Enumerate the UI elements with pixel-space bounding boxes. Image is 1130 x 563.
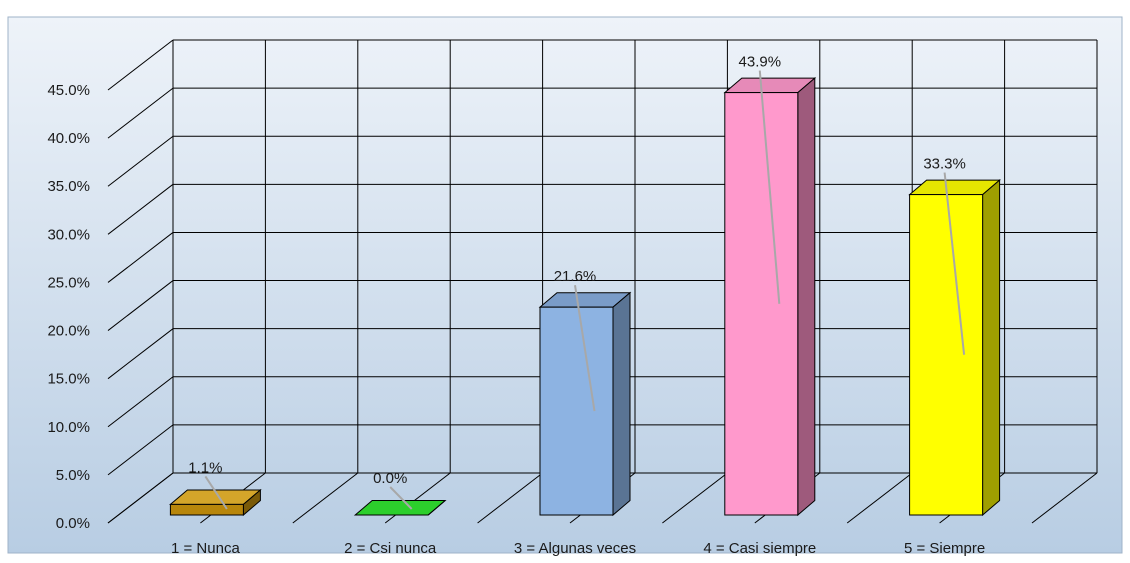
y-axis: 0.0% 5.0% 10.0% 15.0% 20.0% 25.0% 30.0% 35.0% 40… [47, 82, 90, 532]
bar [538, 291, 632, 517]
y-tick-label: 15.0% [47, 371, 90, 388]
x-category-label: 2 = Csi nunca [344, 540, 437, 557]
gridline-diagonal [107, 87, 174, 139]
gridline-diagonal [107, 39, 174, 91]
bar [169, 488, 262, 517]
y-tick-label: 25.0% [47, 274, 90, 291]
gridline-diagonal [107, 232, 174, 283]
gridline-diagonal [107, 424, 174, 476]
bar-front-face [724, 92, 799, 516]
gridline-diagonal [107, 280, 174, 331]
gridline-diagonal [107, 135, 174, 187]
bar [908, 179, 1001, 517]
bar-front-face [169, 503, 244, 516]
gridline-diagonal [107, 183, 174, 235]
gridline-diagonal [107, 328, 174, 380]
floor-gridline [846, 472, 913, 524]
floor-gridline [1031, 472, 1098, 524]
data-label-leader [574, 285, 596, 412]
data-label-leader [204, 475, 228, 510]
bars [169, 77, 1001, 517]
y-tick-label: 30.0% [47, 226, 90, 243]
bar-side-face [612, 291, 631, 517]
data-label: 1.1% [188, 459, 222, 476]
x-category-label: 4 = Casi siempre [703, 540, 816, 557]
bar-side-face [427, 500, 446, 516]
bar-side-face [797, 77, 816, 517]
floor-gridline [107, 472, 174, 524]
data-label: 43.9% [739, 54, 782, 71]
data-label-leader [943, 172, 966, 355]
data-labels: 1.1% 0.0% 21.6% 43.9% 33.3% [188, 54, 966, 510]
y-tick-label: 35.0% [47, 178, 90, 195]
bar-front-face [539, 306, 614, 516]
data-label: 21.6% [554, 268, 597, 285]
y-tick-label: 10.0% [47, 419, 90, 436]
y-tick-label: 0.0% [56, 515, 90, 532]
y-tick-label: 20.0% [47, 323, 90, 340]
x-category-label: 1 = Nunca [171, 540, 240, 557]
x-category-label: 3 = Algunas veces [514, 540, 636, 557]
data-label-leader [389, 486, 413, 510]
y-tick-label: 5.0% [56, 467, 90, 484]
bar-front-face [909, 194, 984, 516]
y-tick-label: 40.0% [47, 130, 90, 147]
x-axis: 1 = Nunca 2 = Csi nunca 3 = Algunas veces 4… [171, 540, 985, 557]
data-label-leader [758, 70, 781, 304]
bar-side-face [982, 179, 1001, 517]
floor-gridline [292, 472, 359, 524]
y-tick-label: 45.0% [47, 82, 90, 99]
x-category-label: 5 = Siempre [904, 540, 985, 557]
bar [723, 77, 817, 517]
data-label: 0.0% [373, 470, 407, 487]
data-label: 33.3% [923, 156, 966, 173]
floor-gridline [477, 472, 543, 524]
floor-gridline [662, 472, 728, 524]
gridline-diagonal [107, 376, 174, 428]
bar [353, 500, 447, 516]
